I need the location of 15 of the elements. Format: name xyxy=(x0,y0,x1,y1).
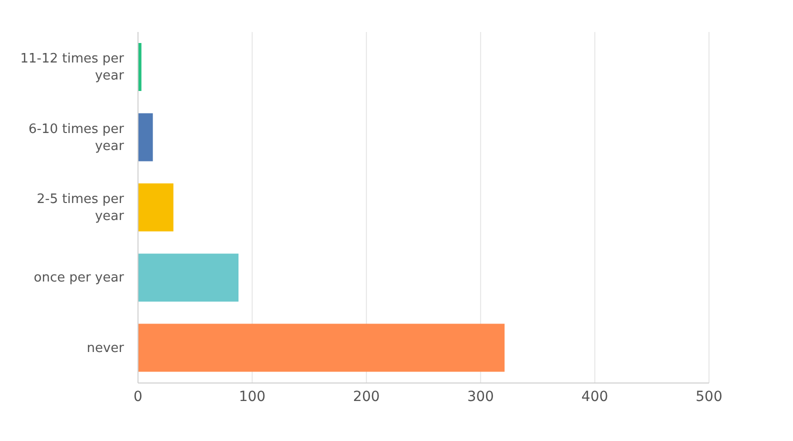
bar xyxy=(138,254,238,302)
y-tick-label: never xyxy=(86,340,125,356)
x-tick-label: 100 xyxy=(238,388,266,405)
x-tick-label: 300 xyxy=(467,388,494,405)
y-tick-label: 11-12 times per year xyxy=(20,51,125,84)
y-tick-label: once per year xyxy=(34,270,125,286)
bar xyxy=(138,113,153,162)
y-tick-label: 6-10 times per year xyxy=(28,121,125,154)
bar xyxy=(138,324,505,372)
x-tick-label: 200 xyxy=(353,388,380,405)
bar xyxy=(138,183,174,232)
x-tick-label: 0 xyxy=(134,388,142,405)
x-tick-label: 500 xyxy=(696,388,722,405)
x-tick-label: 400 xyxy=(581,388,608,405)
y-tick-label: 2-5 times per year xyxy=(36,192,125,224)
